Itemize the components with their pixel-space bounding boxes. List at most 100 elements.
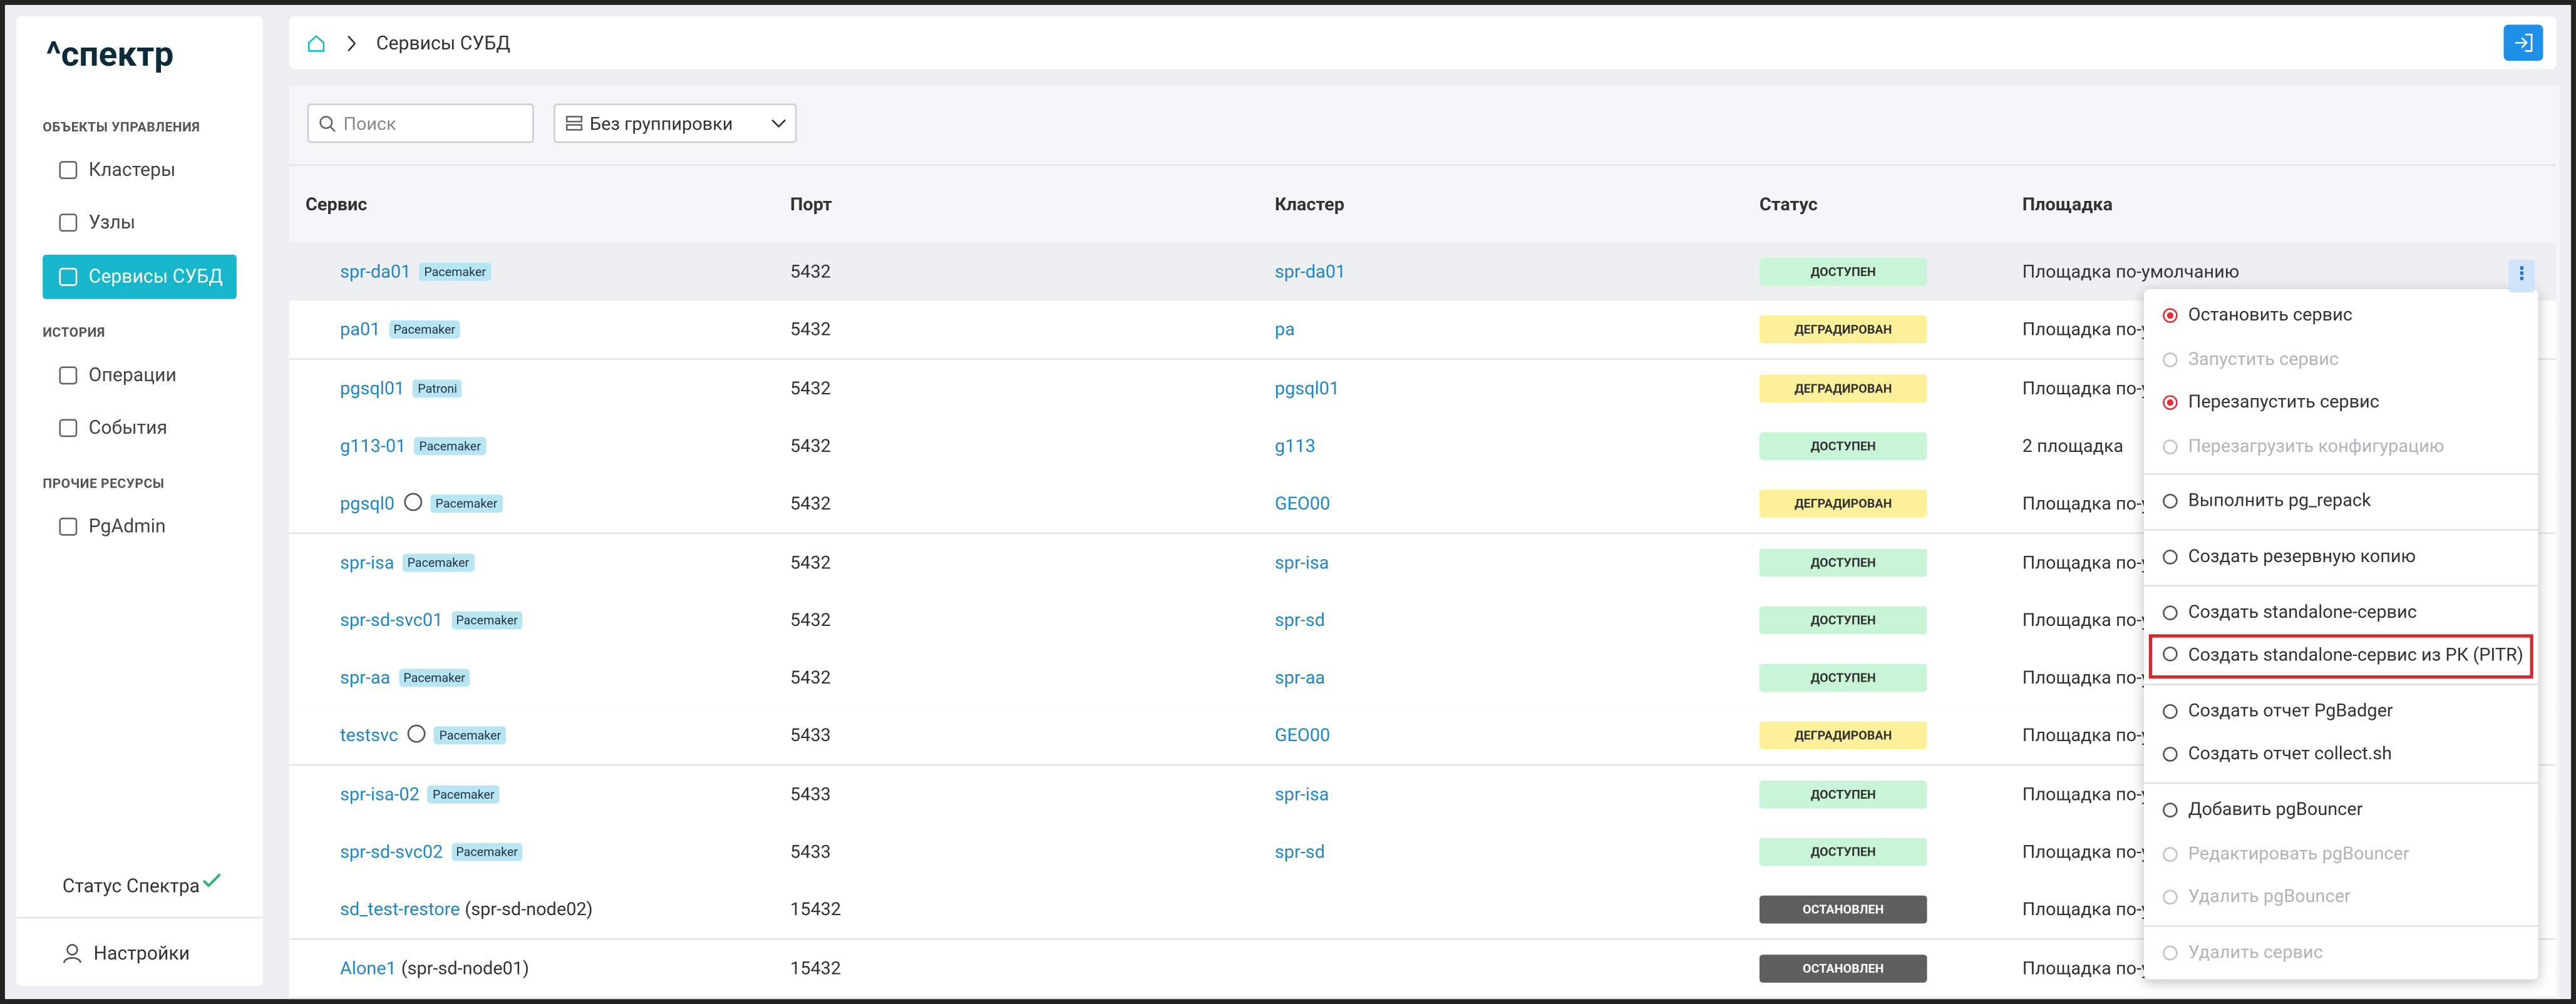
nav-item[interactable]: PgAdmin [88, 514, 166, 538]
status-badge: ДОСТУПЕН [1759, 663, 1927, 692]
service-name[interactable]: spr-sd-svc01 [340, 609, 443, 631]
service-cell: spr-da01 Pacemaker [340, 243, 491, 301]
cluster[interactable]: pgsql01 [1274, 377, 1340, 399]
cluster[interactable]: GEO00 [1274, 493, 1331, 515]
menu-item: Удалить pgBouncer [2144, 876, 2538, 920]
service-name[interactable]: spr-isa-02 [340, 783, 420, 805]
status-badge: ДОСТУПЕН [1759, 258, 1927, 286]
nav-item[interactable]: Кластеры [88, 158, 176, 181]
cluster[interactable]: GEO00 [1274, 725, 1331, 747]
service-tag: Pacemaker [414, 437, 486, 455]
cluster[interactable]: spr-isa [1274, 551, 1329, 573]
cluster[interactable]: spr-aa [1274, 667, 1326, 689]
service-name[interactable]: testsvc [340, 725, 399, 747]
nav-item[interactable]: Операции [88, 363, 177, 386]
menu-label: Создать отчет PgBadger [2188, 699, 2393, 721]
menu-divider [2143, 529, 2538, 531]
column-header[interactable]: Площадка [2022, 193, 2113, 215]
service-name[interactable]: sd_test-restore [340, 899, 460, 921]
row-actions-button[interactable]: ⋮ [2508, 259, 2535, 293]
service-name[interactable]: pgsql01 [340, 377, 405, 399]
header: Сервисы СУБД [289, 16, 2557, 69]
menu-icon [2163, 747, 2178, 762]
menu-icon [2163, 704, 2178, 719]
settings-link[interactable]: Настройки [93, 941, 190, 965]
menu-item[interactable]: Создать отчет PgBadger [2144, 690, 2538, 734]
column-header[interactable]: Кластер [1274, 193, 1345, 215]
menu-item[interactable]: Добавить pgBouncer [2144, 789, 2538, 832]
menu-icon [2163, 439, 2178, 454]
port: 5432 [790, 261, 831, 283]
menu-item[interactable]: Создать отчет collect.sh [2144, 734, 2538, 777]
menu-icon [2163, 605, 2178, 620]
nav-icon [59, 419, 78, 438]
sidebar: ^спектр Статус Спектра Настройки ОБЪЕКТЫ… [16, 16, 263, 986]
nav-icon [59, 161, 78, 180]
cluster[interactable]: spr-sd [1274, 841, 1326, 863]
column-header[interactable]: Сервис [306, 193, 368, 215]
service-name[interactable]: Alone1 [340, 957, 396, 979]
service-name[interactable]: spr-isa [340, 551, 394, 573]
grouping-select[interactable]: Без группировки [554, 103, 797, 143]
column-header[interactable]: Статус [1759, 193, 1818, 215]
port: 15432 [790, 957, 842, 979]
search-placeholder: Поиск [343, 113, 396, 135]
service-tag: Pacemaker [451, 843, 523, 861]
menu-icon [2163, 945, 2178, 960]
context-menu: Остановить сервис Запустить сервис Перезап… [2143, 289, 2538, 980]
menu-item[interactable]: Создать standalone-сервис из РК (PITR) [2148, 634, 2533, 679]
table-header: Сервис Порт Кластер Статус Площадка [289, 164, 2557, 245]
service-name[interactable]: spr-aa [340, 667, 391, 689]
menu-divider [2143, 474, 2538, 476]
menu-label: Добавить pgBouncer [2188, 798, 2363, 820]
globe-icon [408, 725, 426, 744]
service-cell: spr-sd-svc01 Pacemaker [340, 592, 523, 649]
menu-item[interactable]: Остановить сервис [2144, 294, 2538, 338]
cluster[interactable]: g113 [1274, 435, 1316, 457]
cluster[interactable]: spr-isa [1274, 783, 1329, 805]
service-tag: Pacemaker [388, 320, 460, 339]
nav-item[interactable]: Сервисы СУБД [43, 254, 237, 299]
nav-icon [59, 517, 78, 536]
menu-item: Удалить сервис [2144, 931, 2538, 975]
service-name[interactable]: spr-sd-svc02 [340, 841, 443, 863]
menu-divider [2143, 683, 2538, 685]
nav-icon [59, 267, 78, 286]
nav-item[interactable]: Узлы [88, 210, 136, 233]
menu-item[interactable]: Перезапустить сервис [2144, 382, 2538, 426]
section-title: ИСТОРИЯ [43, 325, 105, 341]
menu-divider [2143, 782, 2538, 784]
nav-item[interactable]: События [88, 416, 168, 439]
status-badge: ДЕГРАДИРОВАН [1759, 489, 1927, 518]
search-input[interactable]: Поиск [307, 103, 534, 143]
home-icon[interactable] [307, 34, 326, 53]
menu-item[interactable]: Создать резервную копию [2144, 536, 2538, 580]
status-badge: ДОСТУПЕН [1759, 548, 1927, 576]
logo[interactable]: ^спектр [46, 36, 174, 76]
site: Площадка по-умолчанию [2022, 261, 2240, 283]
port: 5433 [790, 841, 831, 863]
menu-item: Перезагрузить конфигурацию [2144, 425, 2538, 469]
menu-label: Перезапустить сервис [2188, 391, 2379, 413]
column-header[interactable]: Порт [790, 193, 832, 215]
status-link[interactable]: Статус Спектра [62, 874, 200, 898]
logout-button[interactable] [2503, 24, 2543, 61]
status-badge: ДЕГРАДИРОВАН [1759, 374, 1927, 402]
menu-icon [2163, 889, 2178, 905]
service-name[interactable]: pgsql0 [340, 493, 395, 515]
cluster[interactable]: spr-da01 [1274, 261, 1346, 283]
service-name[interactable]: pa01 [340, 319, 381, 341]
cluster[interactable]: spr-sd [1274, 609, 1326, 631]
cluster[interactable]: pa [1274, 319, 1295, 341]
menu-item[interactable]: Создать standalone-сервис [2144, 591, 2538, 635]
menu-icon [2163, 308, 2178, 323]
service-cell: spr-sd-svc02 Pacemaker [340, 823, 523, 881]
service-tag: Pacemaker [398, 668, 470, 687]
service-tag: Pacemaker [430, 494, 503, 513]
menu-label: Остановить сервис [2188, 304, 2352, 325]
service-name[interactable]: g113-01 [340, 435, 406, 457]
menu-item[interactable]: Выполнить pg_repack [2144, 481, 2538, 525]
service-name[interactable]: spr-da01 [340, 261, 411, 283]
service-cell: Alone1 (spr-sd-node01) [340, 940, 529, 997]
menu-label: Создать standalone-сервис из РК (PITR) [2188, 644, 2523, 666]
